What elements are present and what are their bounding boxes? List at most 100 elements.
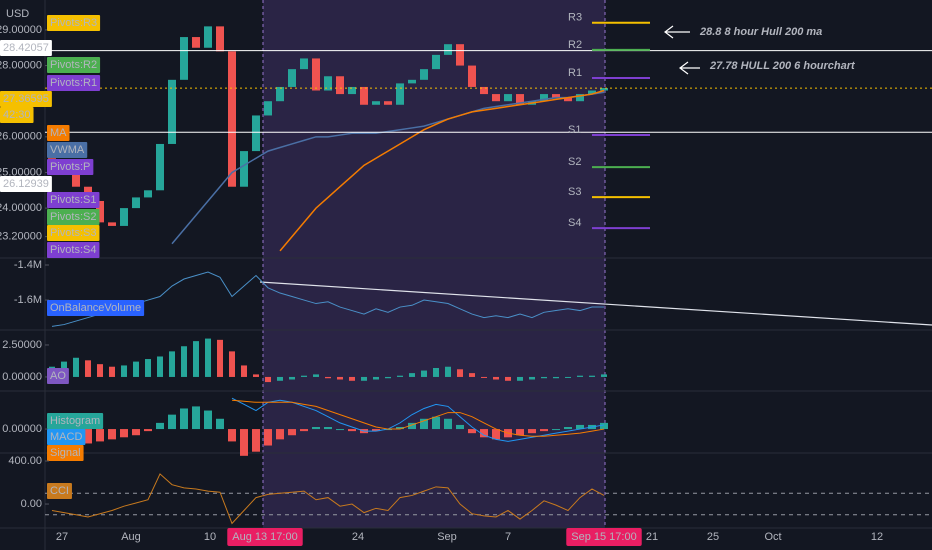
candle [300,58,308,70]
macd-histogram-bar [192,406,200,430]
x-tick-label: Aug [121,531,141,543]
ao-bar [361,376,367,381]
candle [516,94,524,105]
ao-bar [205,338,211,377]
x-tick-label: Oct [764,531,781,543]
ao-bar [349,376,355,381]
candle [192,37,200,48]
candle [468,65,476,87]
candle [336,76,344,95]
macd-histogram-bar [156,422,164,430]
ao-bar [169,351,175,377]
annotation-arrows [664,25,700,75]
ao-bar [157,356,163,377]
y-tick-label: -1.6M [14,294,42,306]
pivot-label: R3 [568,12,582,24]
pivot-tag-bg [47,209,100,225]
ao-bar [517,376,523,381]
macd-histogram-bar [132,429,140,436]
ao-bar [301,375,307,377]
cci-line [51,473,605,525]
candle [180,37,188,80]
candle [348,86,356,95]
indicator-tag: AO [50,370,66,382]
macd-histogram-bar [276,429,284,440]
price-tag-bg [0,40,52,56]
indicator-tag-bg [47,429,86,445]
macd-histogram-bar [108,429,116,440]
macd-histogram-bar [180,408,188,430]
candle [288,69,296,87]
macd-histogram-bar [600,422,608,430]
candle [432,54,440,70]
candle [204,26,212,48]
candle [168,79,176,144]
ao-bar [289,376,295,380]
ao-bar [469,373,475,377]
ao-bar [565,376,571,378]
candle [324,76,332,91]
ao-bar [133,361,139,377]
candle [588,90,596,95]
ao-bar [253,374,259,377]
macd-histogram-bar [408,422,416,430]
pivot-tag: Pivots:S1 [50,194,96,206]
macd-histogram-bar [432,416,440,430]
macd-histogram-bar [576,424,584,430]
macd-histogram-bar [252,429,260,452]
pivot-tag-bg [47,75,101,91]
x-tick-label: Sep [437,531,457,543]
ao-bar [241,365,247,377]
macd-histogram-bar [84,429,92,444]
candle [240,151,248,187]
currency: USD [6,8,29,20]
pivot-label: S2 [568,156,581,168]
ao-bar [409,373,415,377]
pivot-tag: Pivots:S2 [50,211,96,223]
candle [360,86,368,105]
x-tick-label: 27 [56,531,68,543]
macd-histogram-bar [228,429,236,442]
indicator-tag-bg [47,125,70,141]
ao-bar [433,367,439,377]
pivot-label: S1 [568,124,581,136]
candle [252,115,260,152]
ao-bar [385,376,391,379]
candle [384,101,392,105]
macd-histogram-bar [168,414,176,430]
ao-bar [373,376,379,380]
ao-bar [181,346,187,377]
ao-bar [541,376,547,379]
x-tick-label: 21 [646,531,658,543]
moving-average-line [171,91,605,245]
price-tag-bg [0,91,52,107]
candle [444,44,452,55]
ao-bar [553,376,559,379]
macd-histogram-bar [240,429,248,456]
ao-bar [277,376,283,381]
ao-bar [325,376,331,379]
ao-bar [121,365,127,377]
pivot-tag: Pivots:P [50,161,90,173]
macd-histogram-bar [564,427,572,430]
ao-bar [577,375,583,377]
y-tick-label: 25.00000 [0,166,42,178]
ao-bar [397,375,403,377]
ao-bar [457,369,463,377]
annotation: 28.8 8 hour Hull 200 ma [699,26,822,38]
obv-trendline [259,281,932,326]
macd-histogram-bar [444,418,452,430]
indicator-tag: CCI [50,485,69,497]
candle [552,94,560,98]
pivot-label: R1 [568,67,582,79]
candle [504,94,512,102]
candle [372,101,380,105]
price-tag: 26.12939 [3,178,49,190]
ao-bar [505,376,511,381]
macd-histogram-bar [456,424,464,430]
ao-bar [445,366,451,377]
y-tick-label: 24.00000 [0,202,42,214]
x-tick-label: 24 [352,531,364,543]
candle [456,44,464,66]
